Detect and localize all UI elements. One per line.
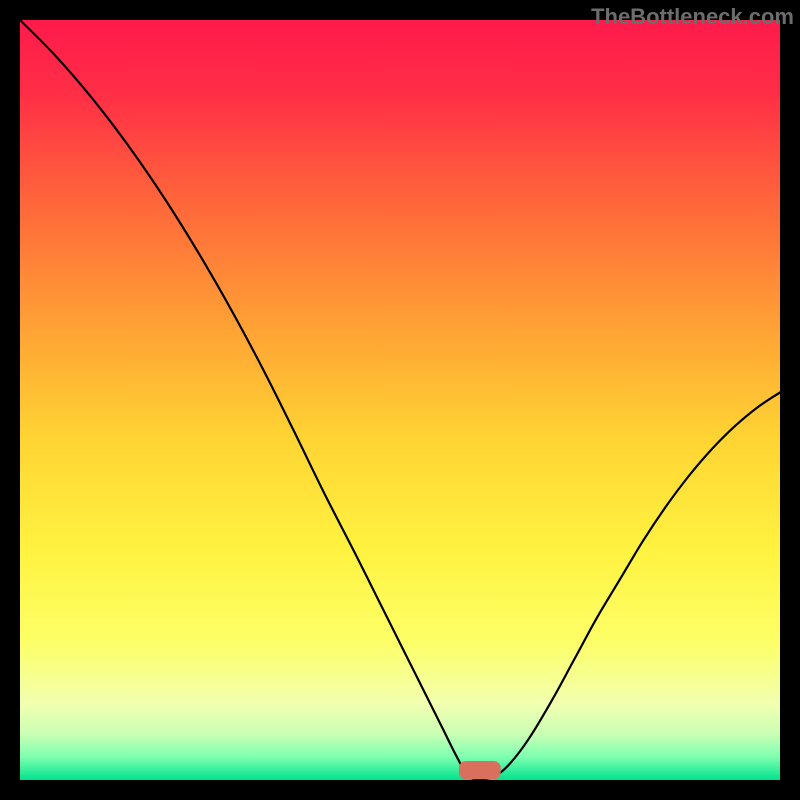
gradient-background (20, 20, 780, 780)
optimal-marker (459, 761, 501, 779)
chart-root: TheBottleneck.com (0, 0, 800, 800)
bottleneck-chart (0, 0, 800, 800)
watermark-text: TheBottleneck.com (591, 4, 794, 30)
